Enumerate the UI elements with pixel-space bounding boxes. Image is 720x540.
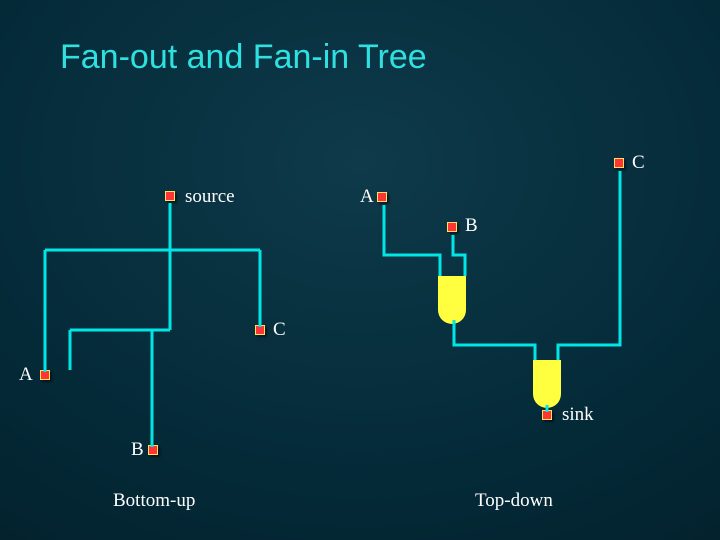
and-gate-2 <box>533 360 561 394</box>
bullet-right-a <box>377 192 387 202</box>
slide-title: Fan-out and Fan-in Tree <box>60 38 427 77</box>
bullet-right-c <box>614 158 624 168</box>
label-left-a: A <box>19 364 33 386</box>
wire-layer <box>0 0 720 540</box>
bullet-left-b <box>148 445 158 455</box>
label-left-b: B <box>131 439 144 461</box>
bullet-right-b <box>447 222 457 232</box>
bullet-left-a <box>40 370 50 380</box>
label-source: source <box>185 186 235 208</box>
label-top-down: Top-down <box>475 490 553 512</box>
label-left-c: C <box>273 319 286 341</box>
label-right-a: A <box>360 186 374 208</box>
label-right-c: C <box>632 152 645 174</box>
label-bottom-up: Bottom-up <box>113 490 195 512</box>
bullet-sink <box>542 410 552 420</box>
label-sink: sink <box>562 404 594 426</box>
label-right-b: B <box>465 215 478 237</box>
bullet-source <box>165 191 175 201</box>
bullet-left-c <box>255 325 265 335</box>
and-gate-1 <box>438 276 466 310</box>
